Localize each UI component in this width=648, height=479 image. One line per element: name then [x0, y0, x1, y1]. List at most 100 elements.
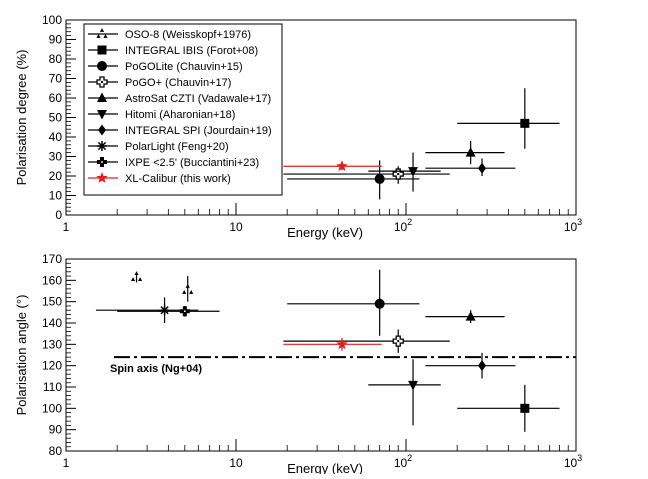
y-tick-label: 80	[49, 444, 63, 458]
y-tick-label: 150	[42, 295, 62, 309]
y-tick-label: 110	[43, 380, 62, 394]
legend-marker	[97, 141, 107, 151]
y-axis-title: Polarisation angle (°)	[14, 295, 29, 416]
series-0	[130, 271, 194, 302]
x-axis-title: Energy (keV)	[287, 225, 363, 240]
data-point	[159, 305, 170, 316]
legend-label: AstroSat CZTI (Vadawale+17)	[125, 93, 271, 105]
legend-label: PoGOLite (Chauvin+15)	[125, 61, 243, 73]
legend-entry: IXPE <2.5' (Bucciantini+23)	[88, 157, 259, 169]
series-8	[117, 305, 220, 317]
y-tick-label: 100	[42, 13, 62, 27]
x-tick-label: 103	[564, 453, 582, 470]
series-1	[457, 88, 560, 149]
legend-entry: XL-Calibur (this work)	[88, 172, 231, 185]
legend-marker	[98, 124, 106, 136]
x-tick-label: 1	[63, 220, 70, 234]
legend-entry: PoGOLite (Chauvin+15)	[88, 61, 243, 73]
data-point	[374, 173, 385, 184]
spin-axis-label: Spin axis (Ng+04)	[110, 363, 202, 375]
legend-label: Hitomi (Aharonian+18)	[125, 109, 235, 121]
data-point	[336, 338, 348, 350]
x-axis-title: Energy (keV)	[287, 461, 363, 474]
legend-label: IXPE <2.5' (Bucciantini+23)	[125, 157, 259, 169]
legend-marker	[96, 28, 108, 38]
legend-entry: INTEGRAL IBIS (Forot+08)	[88, 45, 258, 57]
data-point	[408, 167, 419, 177]
y-tick-label: 50	[49, 111, 63, 125]
series-6	[425, 352, 516, 379]
y-tick-label: 90	[49, 33, 63, 47]
legend-marker	[97, 110, 107, 120]
legend-marker	[96, 172, 108, 183]
data-point	[465, 147, 476, 157]
data-point	[336, 160, 348, 172]
legend-marker	[97, 61, 107, 71]
series-4	[425, 310, 505, 323]
legend-entry: OSO-8 (Weisskopf+1976)	[88, 28, 251, 41]
data-point	[374, 298, 385, 309]
x-tick-label: 10	[229, 456, 243, 470]
data-point	[182, 284, 194, 294]
data-point	[392, 335, 404, 347]
y-tick-label: 80	[49, 52, 63, 66]
legend-marker	[96, 76, 108, 88]
legend-marker	[97, 157, 107, 167]
series-1	[457, 384, 560, 432]
series-2	[287, 269, 420, 336]
series-5	[368, 359, 441, 426]
y-tick-label: 20	[49, 169, 63, 183]
legend-entry: PolarLight (Feng+20)	[88, 141, 229, 153]
y-tick-label: 100	[42, 401, 62, 415]
data-point	[478, 360, 487, 372]
data-point	[520, 118, 530, 128]
legend: OSO-8 (Weisskopf+1976) INTEGRAL IBIS (For…	[83, 23, 283, 196]
y-tick-label: 10	[49, 189, 63, 203]
data-point	[408, 380, 419, 391]
y-tick-label: 120	[42, 359, 62, 373]
y-tick-label: 130	[42, 337, 62, 351]
y-tick-label: 30	[49, 150, 63, 164]
x-tick-label: 102	[394, 453, 412, 470]
x-tick-label: 1	[63, 456, 70, 470]
x-tick-label: 10	[229, 220, 243, 234]
legend-label: OSO-8 (Weisskopf+1976)	[125, 29, 251, 41]
data-point	[179, 306, 190, 317]
legend-label: INTEGRAL IBIS (Forot+08)	[125, 45, 258, 57]
legend-entry: INTEGRAL SPI (Jourdain+19)	[88, 124, 272, 137]
x-tick-label: 103	[564, 217, 582, 234]
y-axis-title: Polarisation degree (%)	[14, 50, 29, 186]
y-tick-label: 40	[49, 130, 63, 144]
data-point	[392, 168, 404, 180]
data-point	[478, 162, 487, 174]
y-tick-label: 140	[42, 316, 62, 330]
y-tick-label: 0	[55, 208, 62, 222]
series-3	[283, 329, 450, 353]
series-3	[283, 166, 450, 184]
y-tick-label: 60	[49, 91, 63, 105]
legend-label: PoGO+ (Chauvin+17)	[125, 77, 231, 89]
legend-label: PolarLight (Feng+20)	[125, 141, 229, 153]
series-4	[425, 140, 505, 165]
y-tick-label: 170	[42, 252, 62, 266]
series-9	[283, 160, 382, 172]
legend-entry: AstroSat CZTI (Vadawale+17)	[88, 92, 271, 105]
legend-box	[83, 23, 283, 196]
y-tick-label: 90	[49, 423, 63, 437]
x-tick-label: 102	[394, 217, 412, 234]
legend-entry: Hitomi (Aharonian+18)	[88, 109, 235, 121]
legend-entry: PoGO+ (Chauvin+17)	[88, 76, 231, 89]
legend-label: INTEGRAL SPI (Jourdain+19)	[125, 125, 272, 137]
legend-marker	[97, 45, 107, 55]
plot-frame	[65, 258, 577, 452]
series-9	[283, 337, 382, 351]
y-tick-label: 160	[42, 273, 62, 287]
series-5	[368, 152, 441, 192]
data-point	[520, 403, 530, 413]
data-point	[130, 271, 143, 282]
legend-marker	[97, 92, 107, 102]
